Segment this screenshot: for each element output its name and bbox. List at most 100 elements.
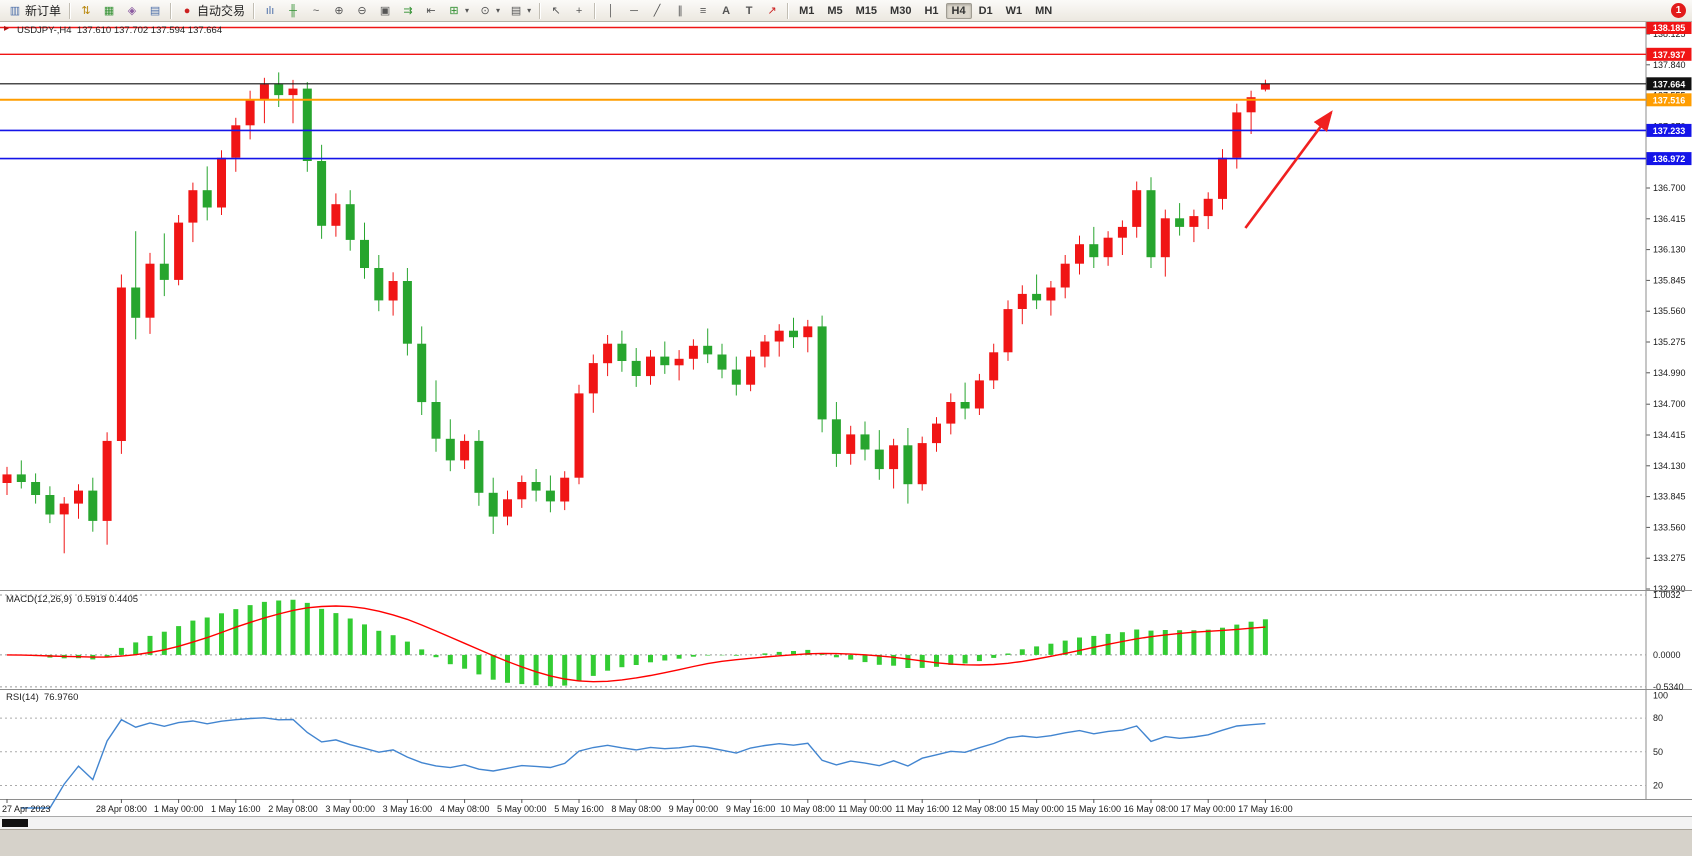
candlestick-icon[interactable]: ╫ [289, 4, 297, 17]
time-axis-label: 28 Apr 08:00 [96, 804, 147, 814]
candle [960, 382, 970, 420]
time-axis-label: 2 May 08:00 [268, 804, 318, 814]
tile-windows-icon[interactable]: ▣ [379, 4, 391, 17]
time-axis-label: 16 May 08:00 [1124, 804, 1179, 814]
toolbar-separator [787, 2, 790, 19]
macd-axis-label: -0.5340 [1653, 682, 1684, 692]
time-axis-label: 9 May 00:00 [669, 804, 719, 814]
timeframe-d1[interactable]: D1 [978, 4, 993, 17]
one-click-trading-toggle[interactable]: ▸ [4, 23, 10, 34]
text-icon[interactable]: A [722, 4, 731, 17]
candle [1175, 203, 1185, 236]
price-badge [1646, 47, 1692, 61]
timeframe-m5[interactable]: M5 [827, 4, 843, 17]
candle [1032, 274, 1042, 310]
fibonacci-icon[interactable]: ≡ [699, 4, 707, 17]
candle [774, 324, 784, 357]
candle [660, 341, 670, 374]
horizontal-scrollbar[interactable] [0, 816, 1692, 829]
horizontal-level-line[interactable]: 137.233 [0, 123, 1692, 137]
navigator-icon[interactable]: ◈ [127, 4, 137, 17]
time-axis-label: 1 May 00:00 [154, 804, 204, 814]
candle [331, 193, 341, 237]
candle [731, 356, 741, 396]
price-axis-label: 136.700 [1653, 183, 1686, 193]
horizontal-level-line[interactable]: 136.972 [0, 152, 1692, 166]
timeframe-m1[interactable]: M1 [799, 4, 815, 17]
zoom-out-icon[interactable]: ⊖ [357, 4, 367, 17]
autotrading-button[interactable]: ● 自动交易 [176, 1, 249, 20]
text-label-icon[interactable]: T [745, 4, 753, 17]
new-order-button[interactable]: ▥ 新订单 [4, 1, 65, 20]
candle [145, 252, 155, 334]
price-axis-label: 132.990 [1653, 584, 1686, 594]
candle [746, 350, 756, 392]
indicators-button[interactable]: ⊞ ▾ [443, 2, 473, 20]
price-axis-label: 135.275 [1653, 337, 1686, 347]
channel-icon[interactable]: ∥ [677, 4, 683, 17]
candle [560, 471, 570, 511]
timeframe-m30[interactable]: M30 [890, 4, 912, 17]
candle [688, 339, 698, 370]
quote-line: USDJPY-,H4 137.610 137.702 137.594 137.6… [17, 25, 222, 36]
candle [631, 348, 641, 387]
market-watch-icon[interactable]: ⇅ [81, 4, 91, 17]
candle [116, 274, 126, 454]
candle [431, 380, 441, 452]
horizontal-line-icon[interactable]: ─ [630, 4, 638, 17]
candle [1260, 79, 1270, 92]
terminal-icon[interactable]: ▤ [149, 4, 161, 17]
scrollbar-thumb[interactable] [2, 819, 28, 827]
macd-signal-line [6, 605, 1266, 683]
time-axis-label: 5 May 16:00 [554, 804, 604, 814]
time-axis-label: 4 May 08:00 [440, 804, 490, 814]
candle [2, 466, 12, 495]
candle [202, 166, 212, 221]
candle [74, 484, 83, 519]
candle [217, 150, 226, 215]
macd-axis-label: 0.0000 [1653, 650, 1681, 660]
candle [989, 343, 999, 389]
timeframe-h4[interactable]: H4 [945, 2, 972, 19]
candle [917, 436, 927, 491]
candle [1203, 192, 1213, 230]
line-chart-icon[interactable]: ~ [312, 4, 320, 17]
horizontal-level-line[interactable]: 137.937 [0, 47, 1692, 61]
chart-canvas[interactable]: 138.125137.840137.555137.270136.985136.7… [0, 22, 1692, 816]
periods-button[interactable]: ⊙ ▾ [474, 2, 504, 20]
data-window-icon[interactable]: ▦ [103, 4, 115, 17]
cursor-icon[interactable]: ↖ [551, 4, 561, 17]
chart-shift-icon[interactable]: ⇤ [426, 4, 436, 17]
horizontal-level-line[interactable]: 137.664 [0, 77, 1692, 91]
trendline-icon[interactable]: ╱ [653, 4, 661, 17]
timeframe-mn[interactable]: MN [1035, 4, 1053, 17]
crosshair-icon[interactable]: + [575, 4, 583, 17]
horizontal-level-line[interactable]: 138.185 [0, 22, 1692, 34]
candle [317, 144, 327, 239]
vertical-line-icon[interactable]: │ [607, 4, 615, 17]
horizontal-level-line[interactable]: 137.516 [0, 93, 1692, 107]
trend-arrow[interactable] [1244, 110, 1333, 229]
candle [831, 402, 841, 467]
price-badge-label: 137.937 [1653, 50, 1686, 60]
zoom-in-icon[interactable]: ⊕ [334, 4, 344, 17]
candle [1046, 281, 1056, 316]
timeframe-h1[interactable]: H1 [924, 4, 939, 17]
notification-badge[interactable]: 1 [1671, 3, 1686, 18]
candle [474, 430, 484, 506]
price-badge-label: 136.972 [1653, 154, 1686, 164]
candle [402, 268, 412, 356]
candle [1246, 90, 1256, 134]
candle [1117, 220, 1127, 255]
templates-button[interactable]: ▤ ▾ [505, 2, 535, 20]
candle [517, 475, 527, 508]
candle [903, 428, 913, 504]
auto-scroll-icon[interactable]: ⇉ [403, 4, 413, 17]
timeframe-m15[interactable]: M15 [855, 4, 878, 17]
arrows-tool-icon[interactable]: ↗ [767, 4, 777, 17]
candle [45, 486, 55, 524]
new-order-label: 新订单 [25, 4, 62, 18]
price-axis-label: 136.415 [1653, 214, 1686, 224]
bar-chart-icon[interactable]: ılı [265, 4, 275, 17]
timeframe-w1[interactable]: W1 [1005, 4, 1023, 17]
